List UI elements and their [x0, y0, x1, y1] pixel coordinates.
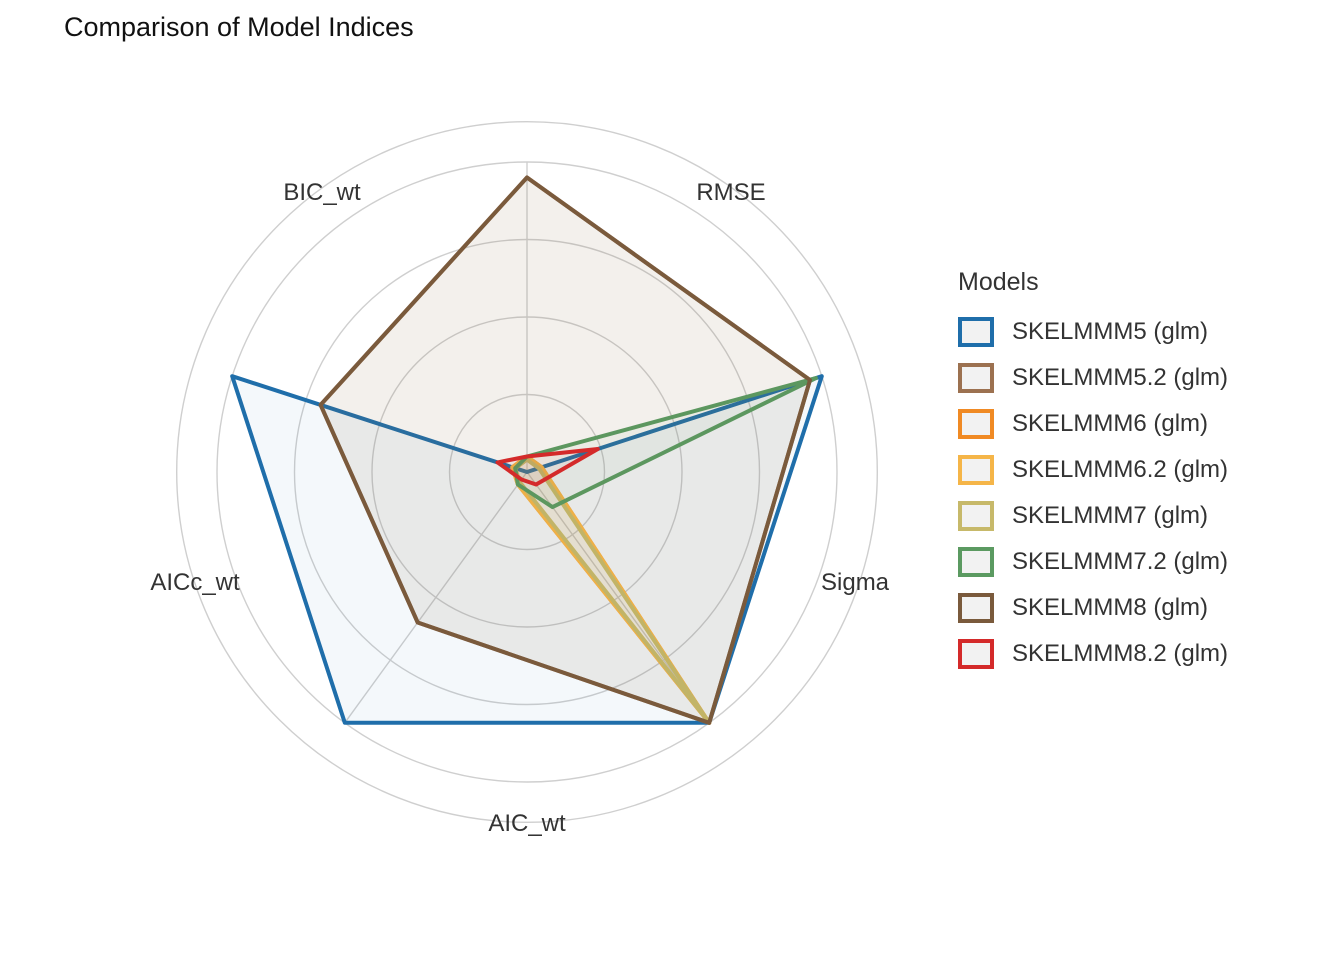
legend-items: SKELMMM5 (glm) SKELMMM5.2 (glm) SKELMMM6 (…: [958, 309, 1228, 677]
legend: Models SKELMMM5 (glm) SKELMMM5.2 (glm) SKE…: [958, 268, 1228, 677]
legend-key-swatch: [958, 547, 994, 577]
legend-key-swatch: [958, 501, 994, 531]
axis-spoke-3: [344, 471, 528, 724]
series-polygon-7: [318, 175, 812, 725]
legend-key-swatch: [958, 639, 994, 669]
legend-item: SKELMMM7.2 (glm): [958, 539, 1228, 585]
radar-series: [230, 175, 824, 725]
chart-title: Comparison of Model Indices: [64, 12, 414, 42]
legend-item: SKELMMM5.2 (glm): [958, 355, 1228, 401]
legend-key-swatch: [958, 455, 994, 485]
legend-key-swatch: [958, 363, 994, 393]
legend-label: SKELMMM7.2 (glm): [1012, 548, 1229, 575]
axis-label-sigma: Sigma: [821, 569, 890, 596]
legend-key-swatch: [958, 593, 994, 623]
legend-label: SKELMMM5 (glm): [1012, 318, 1209, 345]
legend-item: SKELMMM5 (glm): [958, 309, 1228, 355]
legend-label: SKELMMM6 (glm): [1012, 410, 1209, 437]
axis-label-aic-wt: AIC_wt: [488, 810, 566, 837]
legend-title: Models: [958, 268, 1039, 296]
legend-label: SKELMMM8.2 (glm): [1012, 640, 1229, 667]
legend-label: SKELMMM5.2 (glm): [1012, 364, 1229, 391]
legend-item: SKELMMM8.2 (glm): [958, 631, 1228, 677]
legend-item: SKELMMM6 (glm): [958, 401, 1228, 447]
legend-item: SKELMMM8 (glm): [958, 585, 1228, 631]
axis-label-bic-wt: BIC_wt: [283, 179, 361, 206]
axis-labels: RMSE Sigma AIC_wt AICc_wt BIC_wt: [150, 179, 889, 837]
legend-item: SKELMMM6.2 (glm): [958, 447, 1228, 493]
legend-label: SKELMMM7 (glm): [1012, 502, 1209, 529]
axis-label-rmse: RMSE: [696, 179, 765, 206]
legend-key-swatch: [958, 409, 994, 439]
axis-label-aicc-wt: AICc_wt: [150, 569, 240, 596]
series-polygon-8: [495, 447, 600, 487]
legend-key-swatch: [958, 317, 994, 347]
legend-label: SKELMMM6.2 (glm): [1012, 456, 1229, 483]
legend-item: SKELMMM7 (glm): [958, 493, 1228, 539]
legend-label: SKELMMM8 (glm): [1012, 594, 1209, 621]
grid-ring-5: [176, 121, 878, 823]
